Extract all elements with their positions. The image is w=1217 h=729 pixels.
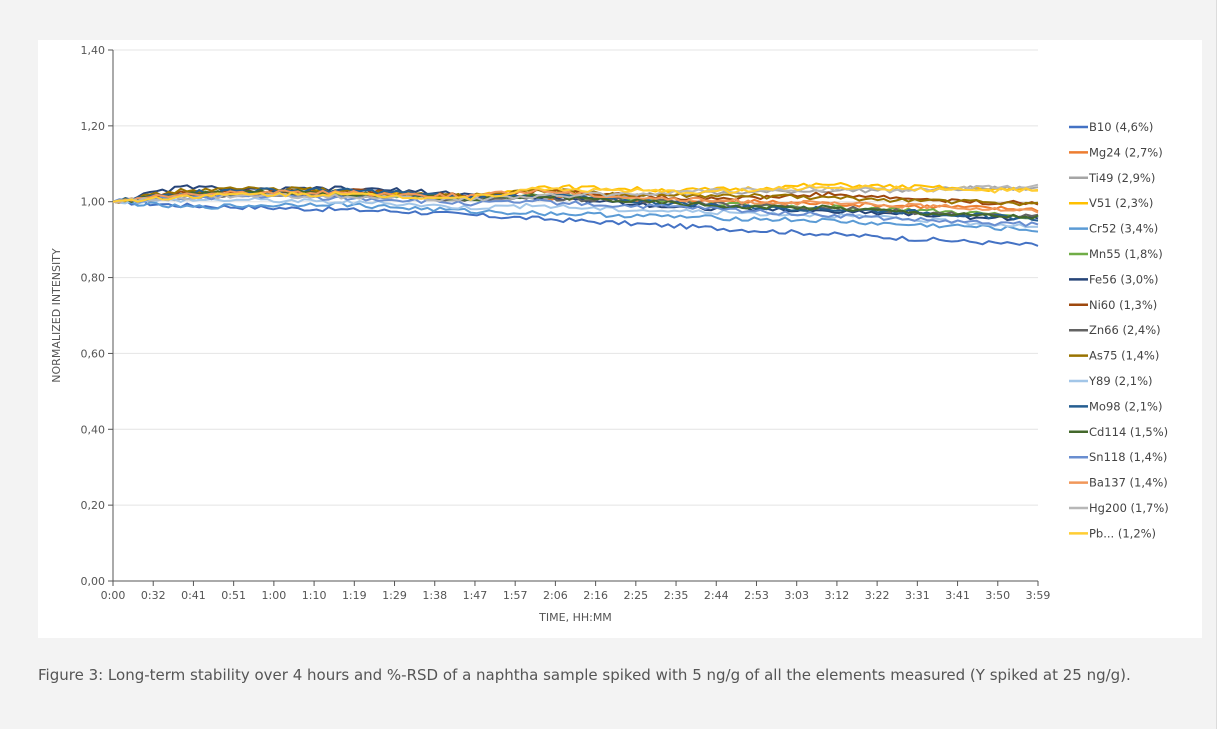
x-tick-label: 2:44 [704, 589, 729, 602]
y-tick-label: 1,00 [81, 196, 106, 209]
y-tick-label: 0,60 [81, 347, 106, 360]
x-tick-label: 3:59 [1026, 589, 1051, 602]
x-tick-label: 1:38 [422, 589, 447, 602]
figure-caption: Figure 3: Long-term stability over 4 hou… [38, 666, 1131, 684]
y-axis-title: NORMALIZED INTENSITY [50, 248, 63, 383]
x-tick-label: 2:25 [623, 589, 648, 602]
x-tick-label: 3:03 [784, 589, 809, 602]
x-tick-label: 2:35 [664, 589, 689, 602]
y-tick-label: 0,00 [81, 575, 106, 588]
legend-label: Mn55 (1,8%) [1089, 247, 1163, 261]
legend-label: Ti49 (2,9%) [1088, 171, 1155, 185]
legend-label: Ni60 (1,3%) [1089, 298, 1157, 312]
legend-label: As75 (1,4%) [1089, 349, 1159, 363]
legend-label: Cd114 (1,5%) [1089, 425, 1168, 439]
y-tick-label: 1,40 [81, 44, 106, 57]
x-tick-label: 1:10 [302, 589, 327, 602]
axes [108, 49, 1039, 586]
x-tick-label: 3:22 [865, 589, 890, 602]
y-tick-label: 1,20 [81, 120, 106, 133]
series-line [112, 199, 1039, 233]
legend-label: V51 (2,3%) [1089, 196, 1153, 210]
x-tick-label: 3:12 [825, 589, 850, 602]
x-tick-label: 2:53 [744, 589, 769, 602]
x-tick-label: 3:41 [945, 589, 970, 602]
gridlines [113, 49, 1038, 506]
legend-label: Mg24 (2,7%) [1089, 145, 1163, 159]
y-tick-label: 0,80 [81, 272, 106, 285]
legend-label: B10 (4,6%) [1089, 120, 1153, 134]
x-tick-label: 1:00 [262, 589, 287, 602]
x-tick-label: 0:51 [221, 589, 246, 602]
legend-label: Hg200 (1,7%) [1089, 501, 1169, 515]
x-tick-label: 3:31 [905, 589, 930, 602]
chart-frame: 0,00 0,20 0,40 0,60 0,80 1,00 1,20 1,40 0:00 0:3… [38, 40, 1202, 638]
y-tick-labels: 0,00 0,20 0,40 0,60 0,80 1,00 1,20 1,40 [81, 44, 106, 588]
x-tick-label: 0:00 [101, 589, 126, 602]
x-tick-label: 1:57 [503, 589, 528, 602]
y-tick-label: 0,20 [81, 499, 106, 512]
x-tick-label: 2:16 [583, 589, 608, 602]
legend-label: Sn118 (1,4%) [1089, 450, 1167, 464]
x-tick-labels: 0:00 0:32 0:41 0:51 1:00 1:10 1:19 1:29 1:38 1:47… [101, 589, 1051, 602]
legend-label: Zn66 (2,4%) [1089, 323, 1161, 337]
legend-label: Cr52 (3,4%) [1089, 222, 1158, 236]
x-axis-title: TIME, HH:MM [538, 611, 612, 624]
x-tick-label: 1:47 [463, 589, 488, 602]
x-tick-label: 2:06 [543, 589, 568, 602]
chart: 0,00 0,20 0,40 0,60 0,80 1,00 1,20 1,40 0:00 0:3… [50, 44, 1169, 624]
legend-label: Fe56 (3,0%) [1089, 272, 1159, 286]
x-tick-label: 1:19 [342, 589, 367, 602]
legend-label: Y89 (2,1%) [1088, 374, 1153, 388]
series-line [112, 199, 1039, 247]
y-tick-label: 0,40 [81, 423, 106, 436]
x-tick-label: 3:50 [985, 589, 1010, 602]
series-lines [112, 182, 1039, 247]
x-tick-label: 1:29 [382, 589, 407, 602]
series-line [112, 184, 1039, 203]
x-tick-label: 0:32 [141, 589, 166, 602]
x-tick-label: 0:41 [181, 589, 206, 602]
legend-label: Ba137 (1,4%) [1089, 476, 1168, 490]
series-line [112, 196, 1039, 229]
legend-label: Pb... (1,2%) [1089, 526, 1156, 540]
legend: B10 (4,6%) Mg24 (2,7%) Ti49 (2,9%) V51 (2,3… [1069, 120, 1169, 540]
legend-label: Mo98 (2,1%) [1089, 399, 1162, 413]
